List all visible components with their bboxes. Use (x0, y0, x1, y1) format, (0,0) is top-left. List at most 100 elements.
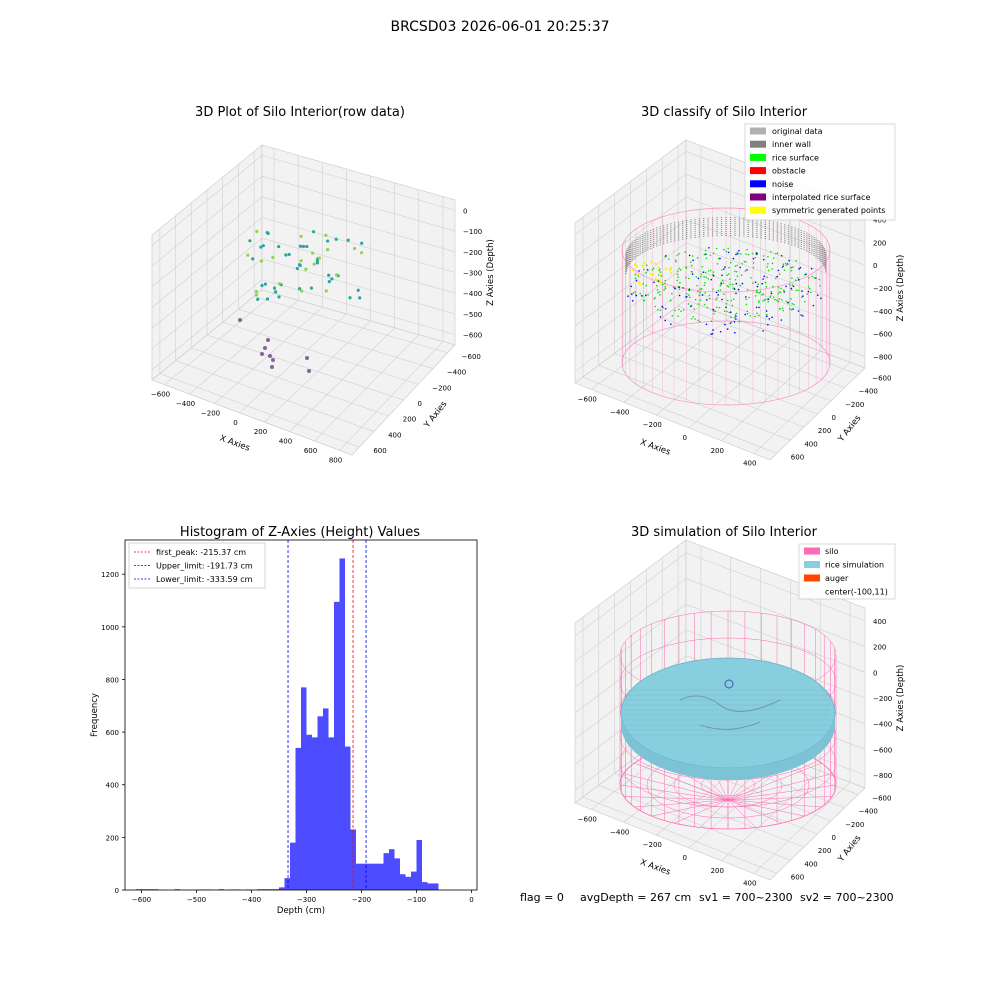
footer-avgdepth: avgDepth = 267 cm (580, 891, 691, 904)
p1-grid-z-left (151, 258, 263, 350)
p2-rice-point (813, 277, 815, 279)
p2-rice-point (708, 297, 711, 300)
p2-xlabel: X Axies (639, 438, 672, 458)
p2-xtick: 400 (743, 460, 756, 468)
p4-legend-label: auger (825, 574, 849, 583)
p2-rice-point (781, 307, 784, 310)
p2-legend-label: symmetric generated points (772, 206, 885, 215)
p2-noise-point (712, 308, 715, 311)
p2-rice-point (746, 312, 749, 315)
p2-rice-point (642, 299, 645, 302)
p2-rice-point (729, 261, 732, 264)
hist-xtick-label: 0 (469, 896, 473, 904)
p2-rice-point (676, 279, 678, 282)
p2-rice-point (774, 277, 777, 280)
p2-noise-point (738, 249, 740, 252)
p2-rice-point (679, 269, 682, 271)
hist-bar (328, 737, 334, 890)
p2-rice-point (730, 321, 733, 323)
p2-noise-point (631, 293, 633, 295)
figure-suptitle: BRCSD03 2026-06-01 20:25:37 (390, 19, 609, 35)
p2-grid-z-left (574, 242, 687, 327)
p2-rice-point (767, 255, 769, 258)
p2-rice-point (659, 271, 662, 273)
hist-bar (367, 863, 373, 890)
p2-rice-point (783, 269, 786, 271)
p2-noise-point (659, 316, 662, 318)
p2-rice-point (772, 296, 775, 298)
p2-rice-point (734, 316, 736, 319)
p1-inner-point (326, 248, 330, 252)
p1-inner-point (246, 253, 250, 257)
p4-ytick: −400 (859, 808, 878, 816)
p2-grid-z-left (574, 265, 687, 349)
p4-silo-spoke (727, 773, 833, 801)
p2-xtick: −400 (610, 408, 629, 416)
p2-rice-point (758, 301, 760, 304)
p2-rice-point (703, 276, 705, 278)
hist-bar (389, 849, 395, 890)
p1-grid-y (206, 334, 404, 401)
p2-rice-point (762, 293, 765, 295)
hist-bar (416, 840, 422, 890)
p2-noise-point (798, 279, 800, 281)
p2-legend-label: obstacle (772, 167, 806, 176)
p2-rice-point (685, 266, 687, 268)
hist-xtick-label: −100 (407, 896, 426, 904)
p2-rice-point (735, 270, 738, 273)
p2-noise-point (802, 295, 804, 297)
hist-ytick-label: 800 (106, 676, 119, 684)
p2-rice-point (746, 310, 749, 313)
p2-rice-point (792, 266, 794, 268)
p2-xtick: 0 (683, 434, 687, 442)
p2-noise-point (812, 304, 815, 307)
p2-rice-point (668, 258, 670, 260)
p4-xtick: 400 (743, 880, 756, 888)
p2-noise-point (705, 323, 708, 326)
hist-bar (433, 883, 439, 890)
p2-rice-point (690, 318, 693, 320)
p2-rice-point (715, 298, 718, 301)
p1-outlier-point (266, 338, 270, 342)
hist-frame (124, 539, 478, 891)
p2-noise-point (678, 294, 681, 297)
p2-rice-point (752, 266, 755, 269)
p2-rice-point (645, 284, 648, 287)
p1-ztick: −100 (463, 228, 482, 236)
panel2-title: 3D classify of Silo Interior (641, 105, 808, 120)
p2-rice-point (734, 265, 737, 267)
p2-rice-point (704, 292, 706, 294)
p2-rice-point (776, 252, 779, 255)
p2-rice-point (655, 284, 658, 287)
p1-inner-point (324, 233, 328, 237)
p1-outlier-point (270, 365, 274, 369)
p4-ztick: −800 (873, 772, 892, 780)
p2-rice-point (808, 287, 811, 290)
p1-ytick: −600 (462, 353, 481, 361)
p2-legend-swatch (750, 153, 766, 161)
p2-rice-point (726, 285, 729, 287)
p2-rice-point (705, 276, 707, 278)
p1-ytick: −200 (432, 384, 451, 392)
p4-xtick: −200 (643, 841, 662, 849)
p2-rice-point (791, 302, 794, 305)
p2-noise-point (788, 259, 790, 262)
p1-grid-z-left (151, 279, 263, 370)
p2-rice-point (761, 294, 763, 296)
p2-rice-point (729, 278, 731, 281)
p1-xtick: 400 (279, 438, 292, 446)
p2-rice-point (743, 260, 746, 263)
p2-noise-point (724, 323, 726, 326)
p2-zlabel: Z Axies (Depth) (896, 255, 906, 322)
hist-ytick-label: 1200 (101, 571, 119, 579)
p1-inner-point (317, 256, 321, 260)
p2-noise-point (664, 307, 667, 310)
p2-rice-point (699, 320, 701, 323)
hist-legend-box (128, 542, 266, 589)
p2-rice-point (634, 291, 637, 293)
panel1-title: 3D Plot of Silo Interior(row data) (195, 105, 405, 120)
p2-rice-point (678, 308, 680, 311)
p2-rice-point (676, 254, 679, 257)
p2-legend-swatch (750, 206, 766, 214)
p1-inner-point (265, 231, 269, 235)
